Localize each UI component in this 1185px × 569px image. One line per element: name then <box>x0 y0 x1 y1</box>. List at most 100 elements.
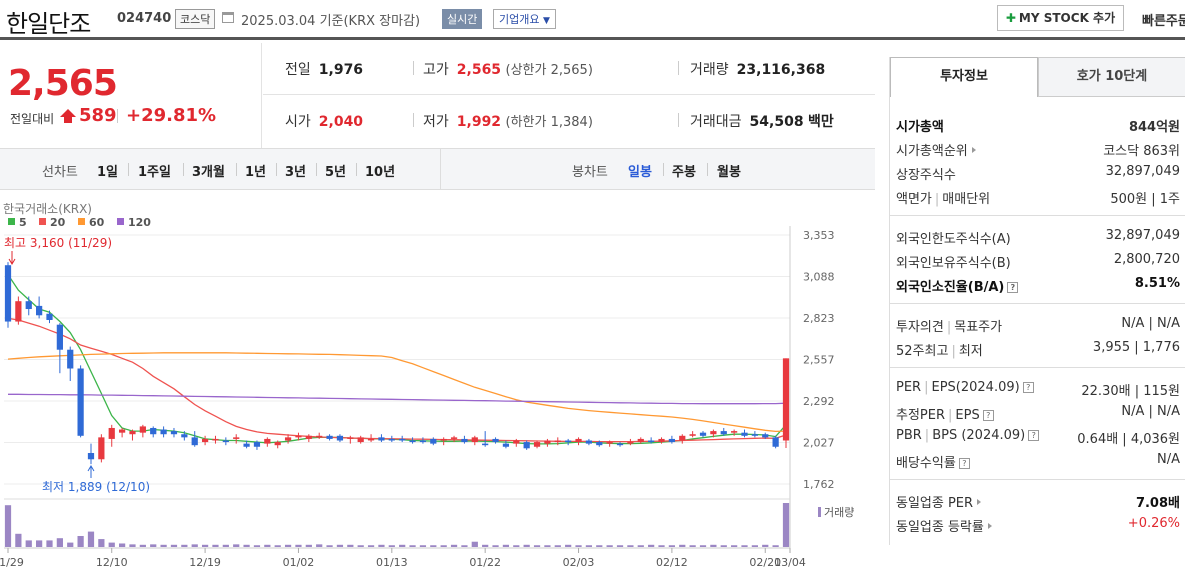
row-market-cap-rank[interactable]: 시가총액순위 코스닥 863위 <box>896 144 1180 159</box>
volume-bar <box>565 544 572 547</box>
candle-body <box>658 438 665 443</box>
candle-body <box>565 440 572 443</box>
volume-bar <box>378 544 385 547</box>
candle-body <box>523 442 530 449</box>
volume-bar <box>648 544 655 547</box>
candle-monthly[interactable]: 월봉 <box>717 165 741 180</box>
x-tick-label: 12/19 <box>189 556 221 569</box>
realtime-button[interactable]: 실시간 <box>442 9 483 29</box>
row-est-per: 추정PER | EPS? N/A | N/A <box>896 404 1180 423</box>
volume-bar <box>357 545 364 547</box>
volume-bar <box>388 545 395 547</box>
chart-period-bar: 선차트 1일 1주일 3개월 1년 3년 5년 10년 봉차트 일봉 주봉 월봉 <box>0 148 875 190</box>
candle-body <box>679 435 686 441</box>
x-tick-label: 01/22 <box>469 556 501 569</box>
arrow-right-icon <box>971 147 976 153</box>
add-mystock-button[interactable]: ✚ MY STOCK 추가 <box>997 5 1124 31</box>
volume-bar <box>347 544 354 547</box>
period-1w[interactable]: 1주일 <box>138 165 171 180</box>
period-3y[interactable]: 3년 <box>285 165 307 180</box>
candle-body <box>513 440 520 444</box>
prev-close: 전일 1,976 <box>285 62 364 78</box>
period-5y[interactable]: 5년 <box>325 165 347 180</box>
up-arrow-icon <box>60 109 76 123</box>
row-sector-per[interactable]: 동일업종 PER 7.08배 <box>896 496 1180 511</box>
price-summary: 2,565 전일대비 589 +29.81% <box>0 43 262 148</box>
candle-body <box>720 431 727 435</box>
ma-legend-swatch <box>8 218 15 225</box>
quick-order-button[interactable]: 빠른주문 <box>1142 14 1185 29</box>
candle-body <box>741 432 748 436</box>
help-icon[interactable]: ? <box>1022 382 1034 393</box>
row-opinion: 투자의견 | 목표주가 N/A | N/A <box>896 316 1180 335</box>
volume-bar <box>191 544 198 547</box>
candle-body <box>56 324 63 350</box>
volume-bar <box>782 503 790 547</box>
tab-investment-info[interactable]: 투자정보 <box>890 57 1038 97</box>
x-tick-label: 12/10 <box>96 556 128 569</box>
low-arrow-head <box>87 465 95 472</box>
row-sector-change[interactable]: 동일업종 등락률 +0.26% <box>896 516 1180 535</box>
ma-legend-label: 20 <box>50 216 66 229</box>
candle-body <box>129 431 136 435</box>
help-icon[interactable]: ? <box>958 458 970 469</box>
candle-body <box>782 358 790 441</box>
row-dividend: 배당수익률? N/A <box>896 452 1180 471</box>
volume-bar <box>15 533 22 547</box>
divider <box>236 163 237 176</box>
candle-weekly[interactable]: 주봉 <box>672 165 696 180</box>
candle-body <box>357 437 364 443</box>
candle-body <box>762 434 769 438</box>
volume-bar <box>336 544 344 547</box>
ma20-line <box>7 317 787 443</box>
volume-bar <box>367 545 375 547</box>
volume-bar <box>326 545 333 547</box>
tab-order-book[interactable]: 호가 10단계 <box>1038 57 1185 97</box>
volume-bar <box>606 545 613 547</box>
volume-bar <box>751 545 758 547</box>
base-date: 2025.03.04 기준(KRX 장마감) <box>241 14 421 29</box>
candle-daily[interactable]: 일봉 <box>628 165 652 180</box>
period-1d[interactable]: 1일 <box>97 165 119 180</box>
period-1y[interactable]: 1년 <box>245 165 267 180</box>
candle-body <box>15 301 22 322</box>
candle-body <box>689 434 696 436</box>
candle-body <box>471 437 478 443</box>
divider <box>678 61 679 75</box>
volume-bar <box>502 544 510 547</box>
stock-header: 한일단조 024740 코스닥 2025.03.04 기준(KRX 장마감) 실… <box>0 0 1185 40</box>
candle-body <box>326 435 333 439</box>
company-overview-dropdown[interactable]: 기업개요 ▼ <box>493 9 556 29</box>
stock-code: 024740 <box>117 11 172 26</box>
x-tick-label: 02/21 <box>749 556 781 569</box>
divider <box>413 113 414 127</box>
volume-bar <box>274 545 281 547</box>
volume-bar <box>741 545 748 547</box>
row-market-cap: 시가총액 844억원 <box>896 120 1180 135</box>
period-3m[interactable]: 3개월 <box>192 165 225 180</box>
help-icon[interactable]: ? <box>982 410 994 421</box>
high-annotation: 최고 3,160 (11/29) <box>4 236 112 250</box>
volume-bar <box>440 545 447 547</box>
plus-icon: ✚ <box>1005 11 1016 25</box>
period-10y[interactable]: 10년 <box>365 165 396 180</box>
help-icon[interactable]: ? <box>1007 282 1019 293</box>
volume-bar <box>77 536 84 547</box>
day-high: 고가 2,565 (상한가 2,565) <box>423 62 593 78</box>
volume-label: 거래량 <box>824 506 854 519</box>
row-foreign-limit: 외국인한도주식수(A) 32,897,049 <box>896 228 1180 247</box>
candle-body <box>181 434 188 438</box>
low-annotation: 최저 1,889 (12/10) <box>42 480 150 494</box>
help-icon[interactable]: ? <box>1028 430 1040 441</box>
volume-bar <box>108 542 115 547</box>
divider <box>663 163 664 176</box>
candle-body <box>461 438 468 443</box>
candle-body <box>316 435 323 438</box>
volume-bar <box>295 544 302 547</box>
candle-body <box>731 431 738 433</box>
company-overview-label: 기업개요 <box>499 13 540 26</box>
diff-percent: +29.81% <box>126 105 217 126</box>
trade-amount: 거래대금 54,508 백만 <box>690 114 834 130</box>
row-pbr-bps: PBR | BPS (2024.09)? 0.64배 | 4,036원 <box>896 428 1180 447</box>
volume-bar <box>596 545 603 547</box>
